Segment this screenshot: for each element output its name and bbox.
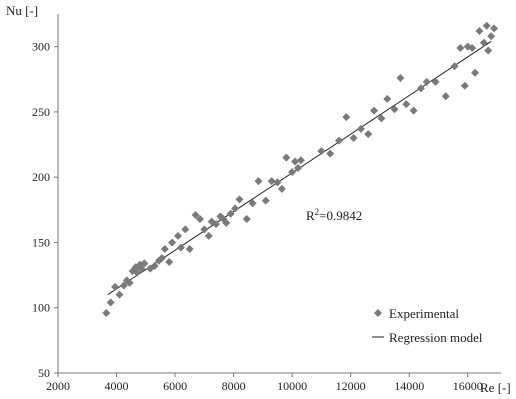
data-point (402, 100, 411, 109)
data-point (370, 106, 379, 115)
data-point (364, 130, 373, 139)
data-point (176, 243, 185, 252)
data-point (235, 195, 244, 204)
data-point (479, 38, 488, 47)
data-point (475, 26, 484, 35)
data-point (326, 149, 335, 158)
y-tick-label: 150 (32, 235, 50, 249)
data-point (441, 92, 450, 101)
data-point (222, 218, 231, 227)
data-point (471, 68, 480, 77)
y-tick-label: 200 (32, 170, 50, 184)
experimental-points-series (102, 21, 499, 317)
data-point (377, 114, 386, 123)
data-point (317, 147, 326, 156)
x-axis-title: Re [-] (480, 380, 511, 395)
y-axis-title: Nu [-] (6, 3, 38, 18)
data-point (181, 225, 190, 234)
data-point (334, 136, 343, 145)
data-point (168, 238, 177, 247)
data-point (165, 258, 174, 267)
x-tick-label: 10000 (277, 379, 307, 393)
data-point (115, 290, 124, 299)
data-point (102, 308, 111, 317)
data-point (173, 231, 182, 240)
data-point (484, 46, 493, 55)
data-point (204, 231, 213, 240)
data-point (137, 264, 146, 273)
y-tick-label: 250 (32, 105, 50, 119)
legend-label-regression: Regression model (389, 330, 483, 345)
data-point (267, 177, 276, 186)
y-tick-label: 50 (38, 366, 50, 380)
data-point (254, 177, 263, 186)
data-point (490, 24, 499, 33)
legend-label-experimental: Experimental (389, 306, 459, 321)
y-tick-label: 300 (32, 40, 50, 54)
data-point (291, 157, 300, 166)
data-point (111, 282, 120, 291)
data-point (293, 164, 302, 173)
data-point (200, 225, 209, 234)
r-squared-superscript: 2 (315, 207, 320, 217)
data-point (383, 94, 392, 103)
data-point (261, 196, 270, 205)
data-point (396, 73, 405, 82)
r-squared-annotation: R2=0.9842 (306, 207, 362, 223)
x-tick-label: 2000 (46, 379, 70, 393)
data-point (242, 214, 251, 223)
data-point (409, 106, 418, 115)
data-point (288, 167, 297, 176)
data-point (482, 21, 491, 30)
data-point (390, 105, 399, 114)
data-point (277, 184, 286, 193)
data-point (460, 81, 469, 90)
data-point (133, 268, 142, 277)
axes (54, 14, 501, 377)
data-point (431, 77, 440, 86)
data-point (422, 77, 431, 86)
r-squared-value: =0.9842 (319, 208, 362, 223)
data-point (185, 244, 194, 253)
data-point (125, 278, 134, 287)
legend-marker-diamond-icon (374, 309, 382, 317)
data-point (282, 153, 291, 162)
data-point (191, 211, 200, 220)
x-tick-label: 4000 (105, 379, 129, 393)
data-point (106, 298, 115, 307)
data-point (226, 209, 235, 218)
tick-labels: 2000 4000 6000 8000 10000 12000 14000 16000 50 10… (32, 40, 483, 393)
data-point (416, 84, 425, 93)
x-tick-label: 14000 (394, 379, 424, 393)
data-point (296, 156, 305, 165)
data-point (212, 220, 221, 229)
data-point (273, 178, 282, 187)
data-point (487, 32, 496, 41)
data-point (122, 276, 131, 285)
data-point (231, 204, 240, 213)
data-point (150, 261, 159, 270)
r-squared-base: R (306, 208, 315, 223)
data-point (356, 124, 365, 133)
data-point (195, 214, 204, 223)
data-point (468, 43, 477, 52)
data-point (119, 281, 128, 290)
x-tick-label: 6000 (163, 379, 187, 393)
data-point (248, 199, 257, 208)
x-tick-label: 16000 (453, 379, 483, 393)
data-point (140, 259, 149, 268)
data-point (160, 244, 169, 253)
legend: Experimental Regression model (372, 306, 483, 345)
data-point (456, 43, 465, 52)
data-point (349, 134, 358, 143)
data-point (157, 254, 166, 263)
data-point (342, 113, 351, 122)
x-tick-label: 12000 (336, 379, 366, 393)
x-tick-label: 8000 (222, 379, 246, 393)
data-point (450, 62, 459, 71)
y-tick-label: 100 (32, 301, 50, 315)
